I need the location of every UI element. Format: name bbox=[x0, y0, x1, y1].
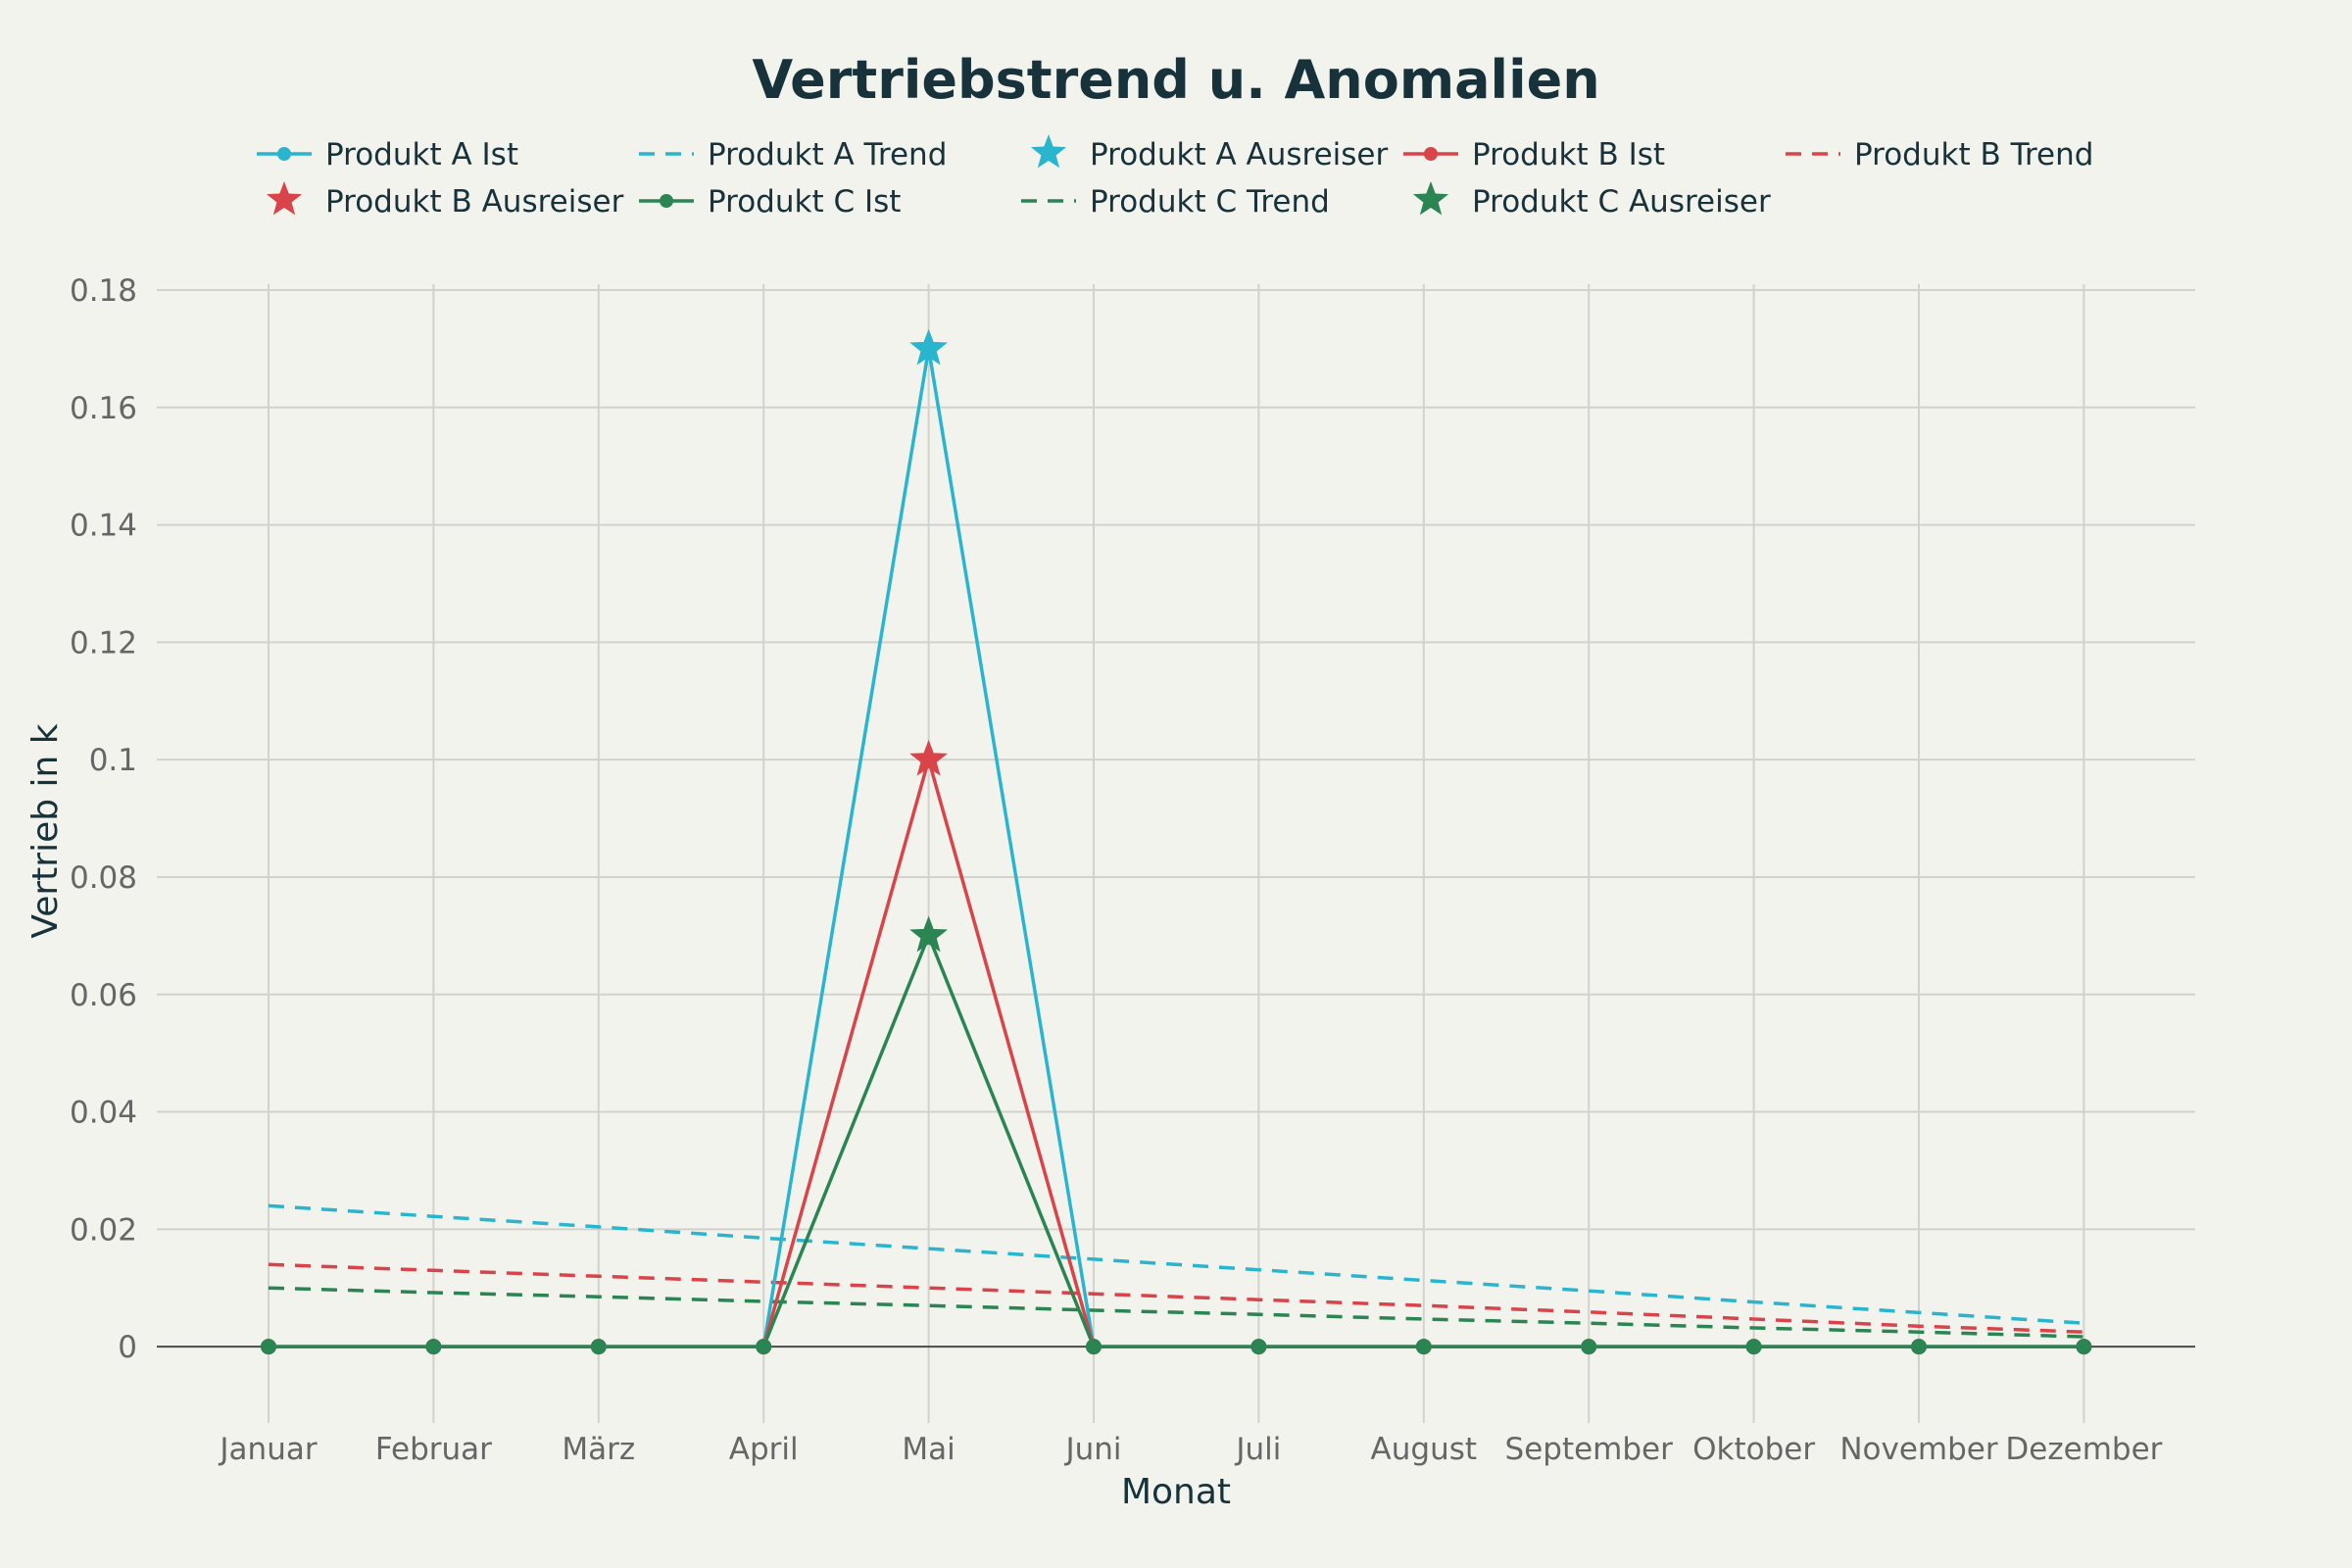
point-produkt-c-ist bbox=[590, 1339, 607, 1355]
y-tick-label: 0.16 bbox=[70, 391, 137, 426]
point-produkt-c-ist bbox=[1911, 1339, 1927, 1355]
point-produkt-c-ist bbox=[1581, 1339, 1597, 1355]
legend-swatch-marker bbox=[660, 194, 673, 208]
y-tick-label: 0.1 bbox=[89, 743, 137, 778]
y-axis-title: Vertrieb in k bbox=[25, 723, 66, 938]
legend-label: Produkt A Ausreiser bbox=[1090, 137, 1389, 172]
grid bbox=[157, 284, 2195, 1423]
legend-swatch-star bbox=[266, 181, 303, 216]
outlier-produkt-c-ausreiser bbox=[909, 915, 949, 953]
markers bbox=[261, 1339, 2092, 1355]
legend-label: Produkt A Ist bbox=[325, 137, 518, 172]
x-tick-label: Juni bbox=[1063, 1432, 1121, 1467]
y-tick-label: 0.12 bbox=[70, 625, 137, 661]
y-tick-label: 0.08 bbox=[70, 860, 137, 896]
legend-swatch-star bbox=[1412, 181, 1449, 216]
y-axis-ticks: 0 0.02 0.04 0.06 0.08 0.1 0.12 0.14 0.16 0.18 bbox=[70, 273, 137, 1365]
x-tick-label: April bbox=[729, 1432, 799, 1467]
outlier-produkt-b-ausreiser bbox=[909, 739, 949, 776]
legend-swatch-star bbox=[1030, 134, 1067, 169]
point-produkt-c-ist bbox=[1250, 1339, 1267, 1355]
legend-label: Produkt C Trend bbox=[1090, 184, 1330, 220]
legend-label: Produkt A Trend bbox=[708, 137, 947, 172]
y-tick-label: 0.14 bbox=[70, 509, 137, 544]
point-produkt-c-ist bbox=[261, 1339, 276, 1355]
x-tick-label: Juli bbox=[1234, 1432, 1281, 1467]
legend-label: Produkt B Ausreiser bbox=[325, 184, 624, 220]
series-produkt-b-trend bbox=[268, 1262, 2084, 1334]
legend-item-produkt-b-ist: Produkt B Ist bbox=[1403, 137, 1665, 172]
series-produkt-a-trend bbox=[268, 1203, 2084, 1325]
x-tick-label: Dezember bbox=[2005, 1432, 2162, 1467]
legend-item-produkt-a-ist: Produkt A Ist bbox=[257, 137, 518, 172]
chart-title: Vertriebstrend u. Anomalien bbox=[752, 49, 1599, 111]
series-produkt-c-ist bbox=[269, 931, 2084, 1348]
x-tick-label: September bbox=[1505, 1432, 1674, 1467]
x-tick-label: Oktober bbox=[1692, 1432, 1815, 1467]
point-produkt-c-ist bbox=[756, 1339, 772, 1355]
point-produkt-c-ist bbox=[1745, 1339, 1762, 1355]
outlier-markers bbox=[909, 328, 949, 953]
y-tick-label: 0.06 bbox=[70, 978, 137, 1013]
legend-swatch-marker bbox=[277, 147, 291, 161]
legend-item-produkt-c-ist: Produkt C Ist bbox=[639, 184, 901, 220]
legend-label: Produkt C Ist bbox=[708, 184, 901, 220]
legend-label: Produkt B Trend bbox=[1854, 137, 2093, 172]
legend-item-produkt-c-trend: Produkt C Trend bbox=[1021, 184, 1330, 220]
point-produkt-c-ist bbox=[1086, 1339, 1102, 1355]
x-tick-label: Februar bbox=[375, 1432, 492, 1467]
y-tick-label: 0 bbox=[118, 1330, 137, 1365]
point-produkt-c-ist bbox=[1415, 1339, 1432, 1355]
actual-lines bbox=[269, 348, 2084, 1348]
legend-item-produkt-b-ausreiser: Produkt B Ausreiser bbox=[266, 181, 624, 220]
series-produkt-a-ist bbox=[269, 348, 2084, 1348]
legend-item-produkt-a-trend: Produkt A Trend bbox=[639, 137, 947, 172]
x-tick-label: Mai bbox=[902, 1432, 955, 1467]
x-axis-title: Monat bbox=[1121, 1472, 1231, 1512]
x-tick-label: Januar bbox=[218, 1432, 317, 1467]
point-produkt-c-ist bbox=[2076, 1339, 2092, 1355]
legend-swatch-marker bbox=[1424, 147, 1438, 161]
legend-item-produkt-b-trend: Produkt B Trend bbox=[1786, 137, 2093, 172]
x-tick-label: November bbox=[1839, 1432, 1998, 1467]
legend-label: Produkt C Ausreiser bbox=[1472, 184, 1771, 220]
point-produkt-c-ist bbox=[425, 1339, 442, 1355]
x-axis-ticks: Januar Februar März April Mai Juni Juli August S… bbox=[218, 1432, 2162, 1467]
legend-item-produkt-a-ausreiser: Produkt A Ausreiser bbox=[1030, 134, 1389, 172]
x-tick-label: März bbox=[562, 1432, 635, 1467]
y-tick-label: 0.02 bbox=[70, 1212, 137, 1248]
outlier-produkt-a-ausreiser bbox=[909, 328, 949, 366]
legend-item-produkt-c-ausreiser: Produkt C Ausreiser bbox=[1412, 181, 1771, 220]
series-produkt-b-ist bbox=[269, 753, 2084, 1348]
y-tick-label: 0.04 bbox=[70, 1096, 137, 1131]
legend-label: Produkt B Ist bbox=[1472, 137, 1665, 172]
legend: Produkt A Ist Produkt A Trend Produkt A Au… bbox=[257, 134, 2093, 220]
series-produkt-c-trend bbox=[268, 1286, 2084, 1339]
trend-lines bbox=[268, 1203, 2084, 1339]
x-tick-label: August bbox=[1371, 1432, 1478, 1467]
y-tick-label: 0.18 bbox=[70, 273, 137, 309]
